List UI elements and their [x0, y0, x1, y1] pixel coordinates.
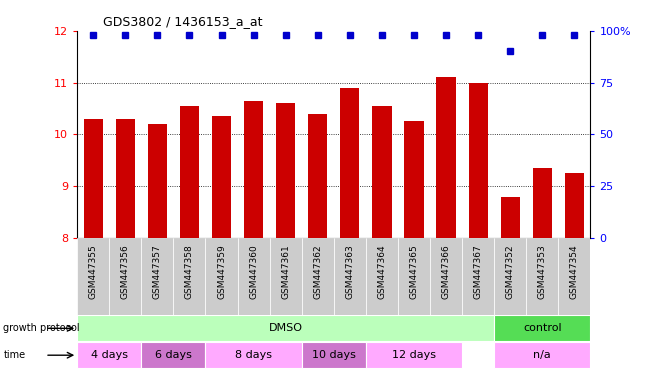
Text: growth protocol: growth protocol: [3, 323, 80, 333]
Bar: [77, 342, 142, 368]
Text: GSM447359: GSM447359: [217, 244, 226, 299]
Text: 10 days: 10 days: [312, 350, 356, 360]
Bar: [205, 238, 238, 315]
Bar: [437, 78, 456, 238]
Bar: [205, 342, 302, 368]
Bar: [526, 238, 558, 315]
Text: control: control: [523, 323, 562, 333]
Bar: [501, 197, 520, 238]
Bar: [430, 238, 462, 315]
Bar: [302, 238, 334, 315]
Bar: [244, 101, 263, 238]
Bar: [77, 238, 109, 315]
Bar: [468, 83, 488, 238]
Text: time: time: [3, 350, 25, 360]
Bar: [302, 342, 366, 368]
Bar: [142, 342, 205, 368]
Bar: [173, 238, 205, 315]
Bar: [84, 119, 103, 238]
Bar: [495, 342, 590, 368]
Bar: [77, 315, 495, 341]
Text: GSM447361: GSM447361: [281, 244, 290, 299]
Text: GSM447354: GSM447354: [570, 244, 579, 299]
Bar: [180, 106, 199, 238]
Text: GSM447364: GSM447364: [378, 244, 386, 299]
Text: GDS3802 / 1436153_a_at: GDS3802 / 1436153_a_at: [103, 15, 262, 28]
Bar: [565, 173, 584, 238]
Text: GSM447365: GSM447365: [409, 244, 419, 299]
Bar: [366, 342, 462, 368]
Bar: [462, 238, 495, 315]
Text: 12 days: 12 days: [392, 350, 436, 360]
Bar: [398, 238, 430, 315]
Text: n/a: n/a: [533, 350, 552, 360]
Bar: [405, 121, 423, 238]
Text: GSM447363: GSM447363: [346, 244, 354, 299]
Bar: [533, 168, 552, 238]
Bar: [238, 238, 270, 315]
Text: 6 days: 6 days: [155, 350, 192, 360]
Bar: [142, 238, 173, 315]
Text: GSM447352: GSM447352: [506, 244, 515, 299]
Text: GSM447358: GSM447358: [185, 244, 194, 299]
Bar: [495, 238, 526, 315]
Bar: [270, 238, 302, 315]
Bar: [308, 114, 327, 238]
Text: GSM447360: GSM447360: [249, 244, 258, 299]
Text: GSM447366: GSM447366: [442, 244, 451, 299]
Bar: [558, 238, 590, 315]
Text: 8 days: 8 days: [235, 350, 272, 360]
Text: DMSO: DMSO: [268, 323, 303, 333]
Text: GSM447362: GSM447362: [313, 244, 322, 299]
Text: GSM447356: GSM447356: [121, 244, 130, 299]
Bar: [276, 103, 295, 238]
Bar: [115, 119, 135, 238]
Bar: [340, 88, 360, 238]
Bar: [334, 238, 366, 315]
Text: 4 days: 4 days: [91, 350, 127, 360]
Text: GSM447367: GSM447367: [474, 244, 482, 299]
Bar: [212, 116, 231, 238]
Text: GSM447353: GSM447353: [538, 244, 547, 299]
Bar: [495, 315, 590, 341]
Text: GSM447355: GSM447355: [89, 244, 98, 299]
Bar: [366, 238, 398, 315]
Bar: [109, 238, 142, 315]
Text: GSM447357: GSM447357: [153, 244, 162, 299]
Bar: [148, 124, 167, 238]
Bar: [372, 106, 392, 238]
